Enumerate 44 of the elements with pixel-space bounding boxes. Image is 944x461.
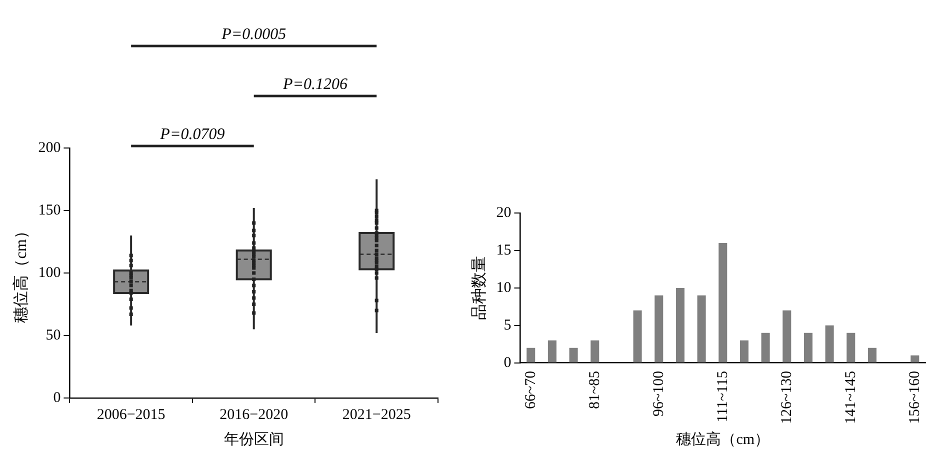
y-tick-label: 20: [496, 204, 512, 221]
bar: [740, 340, 748, 362]
x-tick-label: 2006−2015: [96, 406, 166, 423]
bar: [804, 332, 812, 362]
bar: [718, 242, 728, 362]
y-axis-title: 品种数量: [470, 256, 488, 320]
x-axis-title: 穗位高（cm）: [676, 430, 770, 448]
y-tick-label: 0: [53, 390, 61, 406]
bar: [633, 310, 642, 362]
bar: [761, 332, 770, 362]
y-tick-label: 5: [504, 317, 512, 334]
bar: [548, 340, 556, 362]
y-tick-label: 10: [496, 280, 512, 296]
x-tick-label: 2021−2025: [342, 406, 411, 423]
x-tick-label: 156~160: [906, 370, 923, 424]
text: P=0.0709: [159, 126, 225, 144]
x-tick-label: 141~145: [842, 370, 859, 424]
x-tick-label: 111~115: [714, 370, 731, 422]
bar: [868, 348, 876, 362]
y-tick-label: 15: [496, 242, 512, 258]
bar: [526, 348, 536, 362]
x-tick-label: 126~130: [778, 370, 795, 424]
bar: [782, 310, 792, 362]
bar: [569, 348, 578, 362]
x-tick-label: 66~70: [522, 370, 539, 410]
y-tick-label: 100: [38, 264, 61, 281]
bar: [590, 340, 600, 362]
y-tick-label: 200: [38, 140, 61, 156]
bar: [825, 325, 834, 362]
bar: [846, 332, 856, 362]
bar: [910, 355, 920, 362]
x-tick-label: 81~85: [586, 370, 603, 410]
x-tick-label: 96~100: [650, 370, 667, 417]
y-tick-label: 0: [504, 354, 512, 371]
bar: [654, 295, 664, 362]
text: P=0.1206: [282, 76, 348, 94]
y-tick-label: 150: [38, 202, 61, 218]
x-axis-title: 年份区间: [224, 430, 284, 448]
y-axis-title: 穗位高（cm）: [12, 223, 30, 323]
bar: [676, 288, 684, 362]
text: P=0.0005: [220, 26, 286, 44]
y-tick-label: 50: [46, 327, 61, 344]
x-tick-label: 2016−2020: [220, 406, 288, 423]
bar: [697, 295, 706, 362]
